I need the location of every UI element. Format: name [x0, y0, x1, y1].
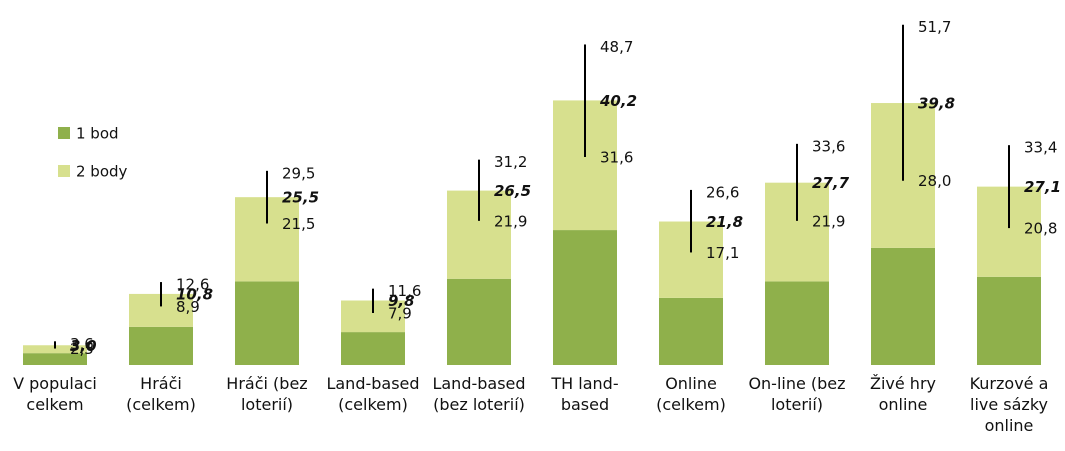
total-label: 9,8	[388, 292, 415, 310]
legend-swatch	[58, 127, 70, 139]
x-tick-label: Živé hry online	[870, 374, 936, 414]
upper-label: 51,7	[918, 18, 951, 36]
legend-label: 2 body	[76, 163, 128, 181]
bar-segment	[23, 345, 87, 354]
total-label: 40,2	[599, 92, 637, 110]
lower-label: 28,0	[918, 172, 951, 190]
bar-segment	[765, 281, 829, 365]
upper-label: 29,5	[282, 164, 315, 182]
total-label: 27,7	[812, 174, 850, 192]
bar-segment	[447, 278, 511, 365]
x-tick-label: Land-based (celkem)	[326, 374, 420, 414]
total-label: 21,8	[706, 213, 743, 231]
lower-label: 2,5	[70, 340, 94, 358]
lower-label: 20,8	[1024, 220, 1057, 238]
legend-label: 1 bod	[76, 125, 119, 143]
bar-segment	[553, 230, 617, 365]
upper-label: 33,6	[812, 137, 845, 155]
total-label: 39,8	[918, 95, 955, 113]
lower-label: 31,6	[600, 149, 633, 167]
bar-segment	[129, 326, 193, 365]
lower-label: 7,9	[388, 305, 412, 323]
x-tick-label: On-line (bez loterií)	[748, 374, 846, 414]
total-label: 27,1	[1024, 178, 1061, 196]
total-label: 10,8	[176, 285, 213, 303]
lower-label: 21,5	[282, 215, 315, 233]
bar-segment	[23, 353, 87, 365]
upper-label: 48,7	[600, 38, 633, 56]
lower-label: 21,9	[812, 212, 845, 230]
legend-swatch	[58, 165, 70, 177]
x-tick-label: Hráči (celkem)	[126, 374, 196, 414]
total-label: 26,5	[494, 182, 531, 200]
bar-segment	[659, 297, 723, 365]
x-tick-label: Kurzové a live sázky online	[969, 374, 1049, 435]
bar-segment	[977, 276, 1041, 365]
x-tick-label: Land-based (bez loterií)	[432, 374, 526, 414]
bar-segment	[341, 332, 405, 365]
x-tick-label: V populaci celkem	[13, 374, 97, 414]
x-tick-label: Online (celkem)	[656, 374, 726, 414]
upper-label: 11,6	[388, 282, 421, 300]
upper-label: 12,6	[176, 276, 209, 294]
lower-label: 21,9	[494, 212, 527, 230]
x-tick-label: Hráči (bez loterií)	[226, 374, 308, 414]
lower-label: 17,1	[706, 244, 739, 262]
upper-label: 33,4	[1024, 139, 1057, 157]
total-label: 25,5	[282, 189, 319, 207]
lower-label: 8,9	[176, 298, 200, 316]
upper-label: 31,2	[494, 153, 527, 171]
upper-label: 26,6	[706, 183, 739, 201]
bar-segment	[235, 281, 299, 365]
x-tick-label: TH land-based	[551, 374, 619, 414]
bar-segment	[871, 247, 935, 365]
upper-label: 3,6	[70, 335, 94, 353]
total-label: 3,0	[70, 337, 97, 355]
